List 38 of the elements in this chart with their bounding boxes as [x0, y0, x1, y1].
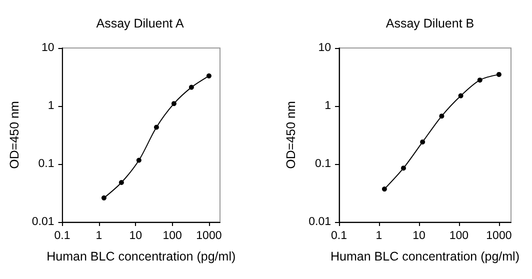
- y-tick-label: 0.01: [32, 216, 54, 228]
- point: [458, 93, 464, 98]
- x-tick-label: 1000: [196, 230, 222, 242]
- point: [382, 186, 387, 192]
- point: [101, 195, 106, 200]
- chart-title: Assay Diluent A: [96, 16, 184, 30]
- x-tick-label: 10: [129, 230, 142, 242]
- x-tick-label: 1: [96, 230, 102, 242]
- point: [206, 73, 212, 78]
- x-tick-label: 1000: [486, 230, 512, 242]
- point: [420, 139, 426, 144]
- x-tick-label: 100: [449, 230, 469, 242]
- x-tick-label: 100: [162, 230, 182, 242]
- x-tick-label: 0.1: [331, 230, 347, 242]
- point: [496, 72, 502, 77]
- point: [118, 180, 124, 185]
- y-tick-label: 0.01: [308, 216, 331, 228]
- point: [188, 84, 194, 90]
- x-tick-label: 0.1: [54, 230, 70, 242]
- y-tick-label: 1: [48, 100, 54, 112]
- y-tick-label: 0.1: [315, 158, 331, 170]
- x-axis-title: Human BLC concentration (pg/ml): [330, 250, 520, 264]
- point: [171, 101, 176, 106]
- y-axis-title: OD=450 nm: [284, 101, 298, 169]
- y-axis-title: OD=450 nm: [8, 101, 22, 169]
- point: [439, 114, 444, 119]
- point: [401, 166, 406, 171]
- chart-title: Assay Diluent B: [386, 16, 474, 30]
- x-tick-label: 10: [412, 230, 426, 242]
- y-tick-label: 10: [41, 42, 54, 54]
- point: [154, 124, 159, 130]
- y-tick-label: 0.1: [38, 158, 54, 170]
- x-axis-title: Human BLC concentration (pg/ml): [46, 250, 236, 264]
- y-tick-label: 1: [324, 100, 331, 112]
- x-tick-label: 1: [376, 230, 382, 242]
- point: [477, 78, 482, 83]
- y-tick-label: 10: [318, 42, 331, 54]
- point: [136, 158, 142, 163]
